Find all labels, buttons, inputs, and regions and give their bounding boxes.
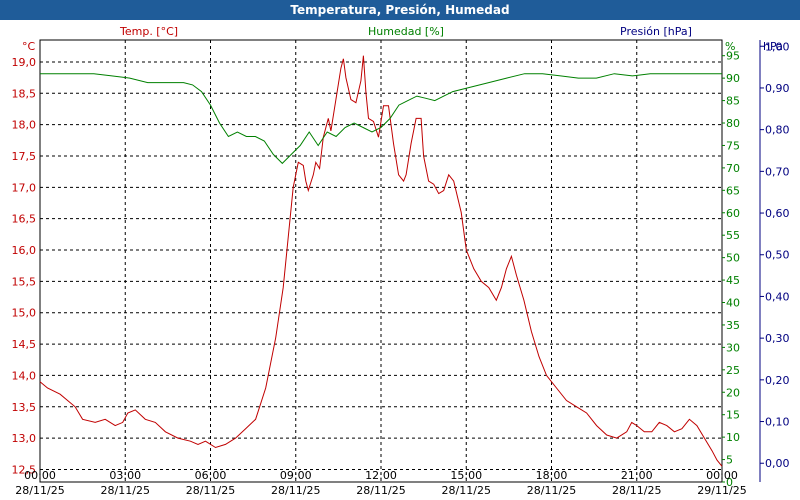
temp-tick-label: 14,0 bbox=[12, 369, 37, 382]
humidity-axis-ticks: 0 5 10 15 20 25 30 35 40 45 50 55 60 65 70 75 80 85 90 95 bbox=[722, 50, 740, 489]
pressure-tick-label: 0,60 bbox=[765, 207, 790, 220]
humidity-tick-label: 20 bbox=[726, 386, 740, 399]
humidity-tick-label: 30 bbox=[726, 341, 740, 354]
temp-tick-label: 19,0 bbox=[12, 56, 37, 69]
time-tick-label: 09:00 bbox=[280, 469, 312, 482]
grid-lines bbox=[40, 40, 722, 482]
pressure-series-label: Presión [hPa] bbox=[620, 25, 692, 38]
chart-canvas: 12,5 13,0 13,5 14,0 14,5 15,0 15,5 16,0 16,5 17,0… bbox=[12, 25, 790, 497]
temp-tick-label: 17,5 bbox=[12, 150, 37, 163]
pressure-tick-label: 0,70 bbox=[765, 165, 790, 178]
date-tick-label: 28/11/25 bbox=[442, 484, 491, 497]
pressure-tick-label: 0,30 bbox=[765, 332, 790, 345]
temp-series-label: Temp. [°C] bbox=[119, 25, 178, 38]
pressure-tick-label: 0,80 bbox=[765, 124, 790, 137]
humidity-tick-label: 50 bbox=[726, 252, 740, 265]
time-tick-label: 06:00 bbox=[195, 469, 227, 482]
time-tick-label: 21:00 bbox=[621, 469, 653, 482]
pressure-tick-label: 0,10 bbox=[765, 416, 790, 429]
date-tick-label: 28/11/25 bbox=[15, 484, 64, 497]
temp-tick-label: 16,0 bbox=[12, 244, 37, 257]
time-tick-label: 03:00 bbox=[109, 469, 141, 482]
temp-tick-label: 17,0 bbox=[12, 181, 37, 194]
humidity-tick-label: 60 bbox=[726, 207, 740, 220]
temp-axis-ticks: 12,5 13,0 13,5 14,0 14,5 15,0 15,5 16,0 16,5 17,0… bbox=[12, 56, 37, 477]
time-tick-label: 18:00 bbox=[536, 469, 568, 482]
date-tick-label: 28/11/25 bbox=[612, 484, 661, 497]
temp-tick-label: 12,5 bbox=[12, 463, 37, 476]
pressure-tick-label: 0,20 bbox=[765, 374, 790, 387]
humidity-line bbox=[40, 73, 722, 165]
humidity-series-label: Humedad [%] bbox=[368, 25, 444, 38]
humidity-tick-label: 80 bbox=[726, 117, 740, 130]
temp-tick-label: 18,5 bbox=[12, 87, 37, 100]
humidity-tick-label: 95 bbox=[726, 50, 740, 63]
time-tick-label: 00:00 bbox=[706, 469, 738, 482]
date-tick-label: 28/11/25 bbox=[527, 484, 576, 497]
temp-tick-label: 18,0 bbox=[12, 119, 37, 132]
temp-tick-label: 14,5 bbox=[12, 338, 37, 351]
humidity-tick-label: 15 bbox=[726, 409, 740, 422]
humidity-tick-label: 0 bbox=[726, 476, 733, 489]
chart-title: Temperatura, Presión, Humedad bbox=[0, 0, 800, 20]
pressure-axis-unit: hPa bbox=[763, 40, 783, 53]
humidity-tick-label: 40 bbox=[726, 297, 740, 310]
pressure-tick-label: 0,50 bbox=[765, 249, 790, 262]
time-tick-label: 12:00 bbox=[365, 469, 397, 482]
series-lines bbox=[39, 55, 723, 467]
temp-tick-label: 15,0 bbox=[12, 307, 37, 320]
humidity-tick-label: 25 bbox=[726, 364, 740, 377]
humidity-tick-label: 70 bbox=[726, 162, 740, 175]
pressure-tick-label: 0,00 bbox=[765, 457, 790, 470]
humidity-tick-label: 5 bbox=[726, 454, 733, 467]
humidity-tick-label: 45 bbox=[726, 274, 740, 287]
temp-tick-label: 13,0 bbox=[12, 432, 37, 445]
humidity-tick-label: 65 bbox=[726, 184, 740, 197]
date-tick-label: 28/11/25 bbox=[101, 484, 150, 497]
humidity-axis-unit: % bbox=[725, 40, 735, 53]
pressure-tick-label: 1,00 bbox=[765, 40, 790, 53]
date-tick-label: 28/11/25 bbox=[356, 484, 405, 497]
time-tick-label: 00:00 bbox=[24, 469, 56, 482]
date-tick-label: 29/11/25 bbox=[697, 484, 746, 497]
humidity-tick-label: 85 bbox=[726, 95, 740, 108]
temp-axis-unit: °C bbox=[22, 40, 36, 53]
humidity-tick-label: 75 bbox=[726, 139, 740, 152]
pressure-axis-ticks: 0,00 0,10 0,20 0,30 0,40 0,50 0,60 0,70 0,80 0,90… bbox=[760, 40, 790, 470]
date-tick-label: 28/11/25 bbox=[186, 484, 235, 497]
humidity-tick-label: 55 bbox=[726, 229, 740, 242]
pressure-tick-label: 0,90 bbox=[765, 82, 790, 95]
humidity-tick-label: 10 bbox=[726, 431, 740, 444]
date-tick-label: 28/11/25 bbox=[271, 484, 320, 497]
time-axis-ticks: 00:00 28/11/25 03:00 28/11/25 06:00 28/11/25 0… bbox=[15, 469, 746, 497]
temp-tick-label: 16,5 bbox=[12, 213, 37, 226]
temperature-line bbox=[39, 55, 723, 467]
temp-tick-label: 15,5 bbox=[12, 275, 37, 288]
pressure-tick-label: 0,40 bbox=[765, 290, 790, 303]
humidity-tick-label: 90 bbox=[726, 72, 740, 85]
temp-tick-label: 13,5 bbox=[12, 401, 37, 414]
time-tick-label: 15:00 bbox=[450, 469, 482, 482]
humidity-tick-label: 35 bbox=[726, 319, 740, 332]
